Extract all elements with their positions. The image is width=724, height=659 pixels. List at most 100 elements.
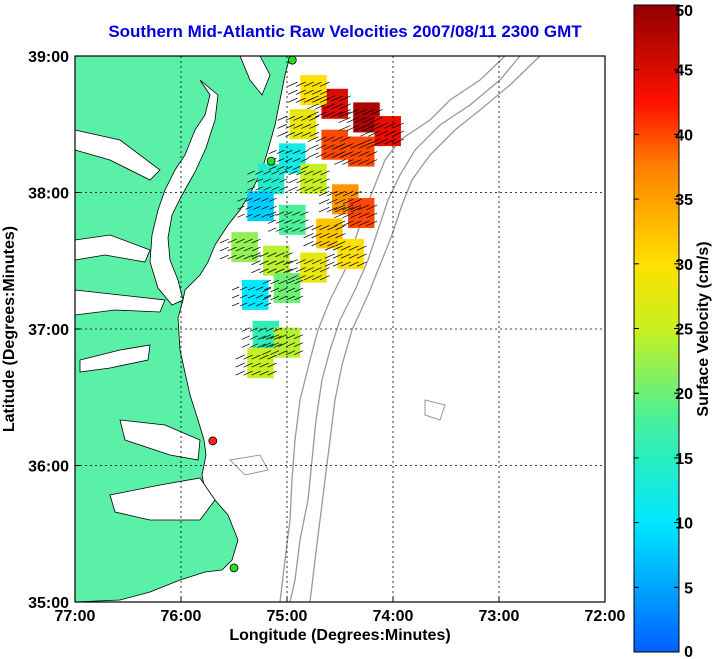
velocity-arrow xyxy=(259,252,269,258)
velocity-arrow xyxy=(288,178,298,184)
velocity-arrow xyxy=(311,225,322,231)
velocity-arrow xyxy=(334,151,346,157)
velocity-arrow xyxy=(315,136,327,142)
velocity-arrow xyxy=(237,213,245,218)
velocity-arrow xyxy=(331,103,343,110)
velocity-arrow xyxy=(350,204,362,211)
velocity-arrow xyxy=(319,275,330,281)
velocity-arrow xyxy=(259,362,269,368)
velocity-arrow xyxy=(275,211,285,216)
velocity-arrow xyxy=(243,354,253,360)
velocity-arrow xyxy=(303,89,314,95)
velocity-arrow xyxy=(253,197,261,202)
velocity-arrow xyxy=(335,233,346,239)
velocity-arrow xyxy=(368,138,380,145)
velocity-arrow xyxy=(354,117,367,124)
velocity-arrow xyxy=(350,151,362,157)
velocity-arrow xyxy=(262,295,272,301)
velocity-arrow xyxy=(300,158,309,163)
radar-station-marker xyxy=(266,156,276,166)
velocity-arrow xyxy=(269,213,277,218)
velocity-arrow xyxy=(311,97,322,103)
velocity-arrow xyxy=(261,342,272,347)
velocity-arrow xyxy=(295,81,306,87)
velocity-arrow xyxy=(287,267,298,273)
velocity-arrow xyxy=(255,186,264,191)
velocity-arrow xyxy=(286,287,296,293)
velocity-arrow xyxy=(279,186,288,191)
velocity-arrow xyxy=(327,233,338,239)
velocity-arrow xyxy=(241,343,250,348)
velocity-arrow xyxy=(346,117,359,124)
colorbar-tick-label: 50 xyxy=(675,3,693,20)
velocity-arrow xyxy=(358,151,370,157)
velocity-arrow xyxy=(265,343,274,348)
velocity-arrow xyxy=(334,212,346,219)
velocity-arrow xyxy=(270,287,280,293)
velocity-arrow xyxy=(255,286,264,291)
velocity-arrow xyxy=(259,268,269,274)
velocity-arrow xyxy=(241,335,250,340)
velocity-arrow xyxy=(312,170,322,176)
velocity-arrow xyxy=(311,267,322,273)
velocity-arrow xyxy=(237,205,245,210)
velocity-arrow xyxy=(235,370,245,376)
velocity-arrow xyxy=(348,261,359,267)
velocity-arrow xyxy=(263,178,272,183)
velocity-arrow xyxy=(245,205,253,210)
velocity-arrow xyxy=(251,362,261,368)
velocity-arrow xyxy=(255,294,264,299)
velocity-arrow xyxy=(319,241,330,247)
velocity-arrow xyxy=(279,178,288,183)
velocity-arrow xyxy=(269,205,277,210)
x-tick-label: 73:00 xyxy=(479,608,520,625)
y-tick-label: 35:00 xyxy=(28,595,69,612)
velocity-arrow xyxy=(348,253,359,259)
velocity-arrow xyxy=(292,150,301,155)
velocity-arrow xyxy=(324,245,335,251)
velocity-arrow xyxy=(342,204,354,211)
velocity-arrow xyxy=(303,275,314,281)
velocity-arrow xyxy=(303,241,314,247)
velocity-arrow xyxy=(309,123,320,129)
velocity-cell xyxy=(241,279,269,310)
velocity-arrow xyxy=(332,253,343,259)
velocity-arrow xyxy=(278,295,288,301)
velocity-arrow xyxy=(309,115,320,121)
velocity-arrow xyxy=(267,268,277,274)
velocity-arrow xyxy=(261,213,269,218)
velocity-arrow xyxy=(312,186,322,192)
velocity-arrow xyxy=(356,253,367,259)
velocity-arrow xyxy=(307,103,319,110)
velocity-arrow xyxy=(319,225,330,231)
velocity-arrow xyxy=(245,213,253,218)
velocity-arrow xyxy=(277,131,288,137)
velocity-arrow xyxy=(320,170,330,176)
velocity-arrow xyxy=(259,260,269,266)
velocity-arrow xyxy=(269,350,280,355)
velocity-arrow xyxy=(295,97,306,103)
velocity-arrow xyxy=(269,197,277,202)
velocity-arrow xyxy=(291,219,301,224)
velocity-arrow xyxy=(303,225,314,231)
velocity-arrow xyxy=(277,115,288,121)
velocity-arrow xyxy=(360,122,372,129)
velocity-arrow xyxy=(273,343,282,348)
velocity-arrow xyxy=(356,245,367,251)
velocity-arrow xyxy=(303,267,314,273)
velocity-arrow xyxy=(276,158,285,163)
y-tick-label: 39:00 xyxy=(28,49,69,66)
velocity-arrow xyxy=(342,143,354,149)
velocity-arrow xyxy=(358,204,370,211)
velocity-arrow xyxy=(319,233,330,239)
velocity-arrow xyxy=(275,252,285,258)
velocity-arrow xyxy=(293,342,304,347)
velocity-arrow xyxy=(319,97,330,103)
velocity-arrow xyxy=(287,275,298,281)
radar-station-marker xyxy=(287,56,297,65)
velocity-arrow xyxy=(243,370,253,376)
velocity-arrow xyxy=(294,279,304,285)
velocity-arrow xyxy=(283,260,293,266)
velocity-arrow xyxy=(235,254,245,260)
velocity-arrow xyxy=(288,186,298,192)
